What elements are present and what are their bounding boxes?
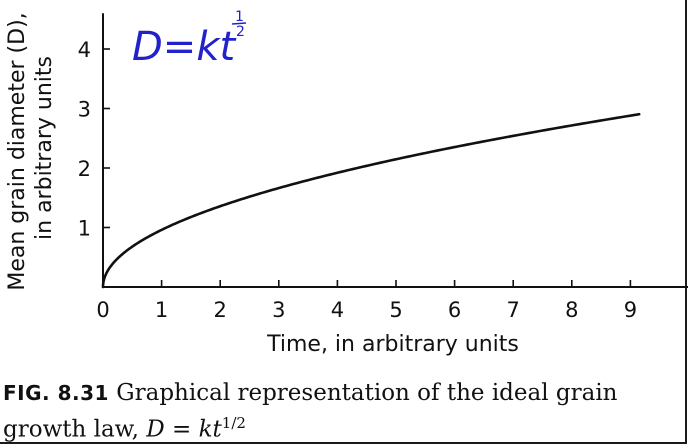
y-tick-label: 3	[78, 98, 91, 122]
y-axis-title-line-1: Mean grain diameter (D),	[5, 12, 30, 290]
x-tick-label: 4	[331, 298, 344, 322]
x-tick-label: 7	[507, 298, 520, 322]
x-tick-label: 3	[272, 298, 285, 322]
caption-label: FIG. 8.31	[3, 381, 109, 405]
y-tick-label: 4	[78, 38, 91, 62]
caption-formula: D = kt	[146, 416, 222, 443]
x-tick-label: 2	[214, 298, 227, 322]
annotation-exponent-denominator: 2	[236, 24, 245, 40]
series-line	[101, 112, 641, 289]
series-layer	[101, 112, 641, 289]
x-tick-label: 8	[565, 298, 578, 322]
x-tick-label: 0	[96, 298, 109, 322]
caption-text: Graphical representation of the ideal gr…	[3, 380, 618, 443]
y-tick-label: 2	[78, 157, 91, 181]
x-tick-label: 9	[624, 298, 637, 322]
caption-formula-exponent: 1/2	[221, 414, 246, 432]
y-axis-title-line-2: in arbitrary units	[32, 56, 57, 240]
handwritten-annotation: D=kt 1 2	[132, 9, 247, 70]
annotation-exponent-numerator: 1	[235, 9, 244, 25]
x-tick-label: 5	[389, 298, 402, 322]
annotation-formula: D=kt	[132, 24, 236, 70]
figure-caption: FIG. 8.31 Graphical representation of th…	[3, 378, 673, 445]
annotation-fraction-bar	[231, 22, 247, 25]
x-tick-label: 1	[155, 298, 168, 322]
x-axis-title: Time, in arbitrary units	[266, 332, 519, 357]
x-tick-label: 6	[448, 298, 461, 322]
y-tick-label: 1	[78, 217, 91, 241]
y-axis-title: Mean grain diameter (D), in arbitrary un…	[5, 5, 57, 290]
ticks: 0 1 2 3 4 5 6 7 8 9 1 2 3 4	[78, 38, 637, 322]
